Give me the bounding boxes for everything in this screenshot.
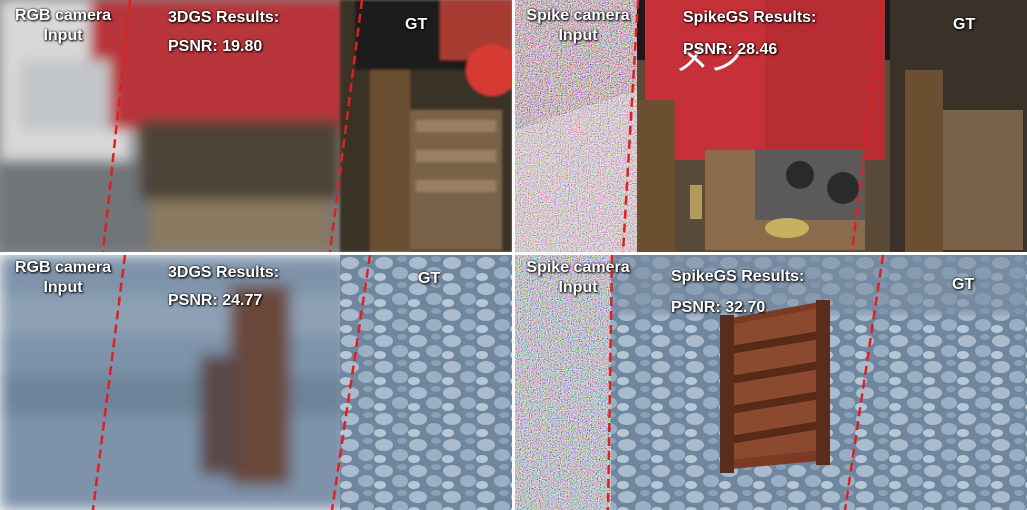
divider-line-result-gt: [843, 255, 885, 510]
divider-line-result-gt: [330, 255, 372, 510]
gt-label: GT: [952, 276, 975, 293]
input-label-line1: RGB camera: [14, 7, 112, 24]
input-label-line2: Input: [558, 279, 598, 296]
input-label-line2: Input: [43, 27, 83, 44]
divider-lines: [606, 255, 885, 510]
divider-line-input-result: [606, 255, 614, 510]
divider-line-result-gt: [328, 0, 364, 252]
input-label-line1: RGB camera: [14, 259, 112, 276]
input-label-line1: Spike camera: [526, 7, 630, 24]
input-label: RGB camera Input: [2, 6, 124, 46]
gt-label: GT: [953, 16, 976, 33]
divider-line-input-result: [101, 0, 132, 252]
divider-lines: [91, 255, 372, 510]
method-label: SpikeGS Results:: [671, 268, 805, 285]
psnr-label: PSNR: 19.80: [168, 38, 263, 55]
svg-text:メン: メン: [675, 40, 743, 78]
input-label-line2: Input: [558, 27, 598, 44]
input-label-line2: Input: [43, 279, 83, 296]
divider-line-input-result: [91, 255, 127, 510]
panel-top-right: メン Spike camera Input SpikeGS Results: P…: [515, 0, 1027, 252]
panel-top-left: RGB camera Input 3DGS Results: PSNR: 19.…: [0, 0, 512, 252]
input-label: Spike camera Input: [517, 6, 639, 46]
psnr-label: PSNR: 28.46: [683, 41, 778, 58]
gt-label: GT: [405, 16, 428, 33]
divider-lines: [621, 0, 885, 252]
psnr-label: PSNR: 32.70: [671, 299, 766, 316]
stall-scene-blurred-image: [0, 0, 512, 252]
divider-line-input-result: [621, 0, 640, 252]
divider-lines: [101, 0, 364, 252]
stall-scene-spike-image: メン: [515, 0, 1027, 252]
input-label: Spike camera Input: [517, 258, 639, 298]
method-label: 3DGS Results:: [168, 264, 280, 281]
method-label: 3DGS Results:: [168, 9, 280, 26]
stone-scene-blurred-image: [0, 255, 512, 510]
panel-bottom-right: Spike camera Input SpikeGS Results: PSNR…: [515, 255, 1027, 510]
crate: [720, 300, 830, 473]
input-label: RGB camera Input: [2, 258, 124, 298]
divider-line-result-gt: [850, 0, 885, 252]
input-label-line1: Spike camera: [526, 259, 630, 276]
gt-label: GT: [418, 270, 441, 287]
method-label: SpikeGS Results:: [683, 9, 817, 26]
psnr-label: PSNR: 24.77: [168, 292, 263, 309]
panel-bottom-left: RGB camera Input 3DGS Results: PSNR: 24.…: [0, 255, 512, 510]
stone-scene-spike-image: [515, 255, 1027, 510]
vertical-separator: [512, 0, 515, 510]
